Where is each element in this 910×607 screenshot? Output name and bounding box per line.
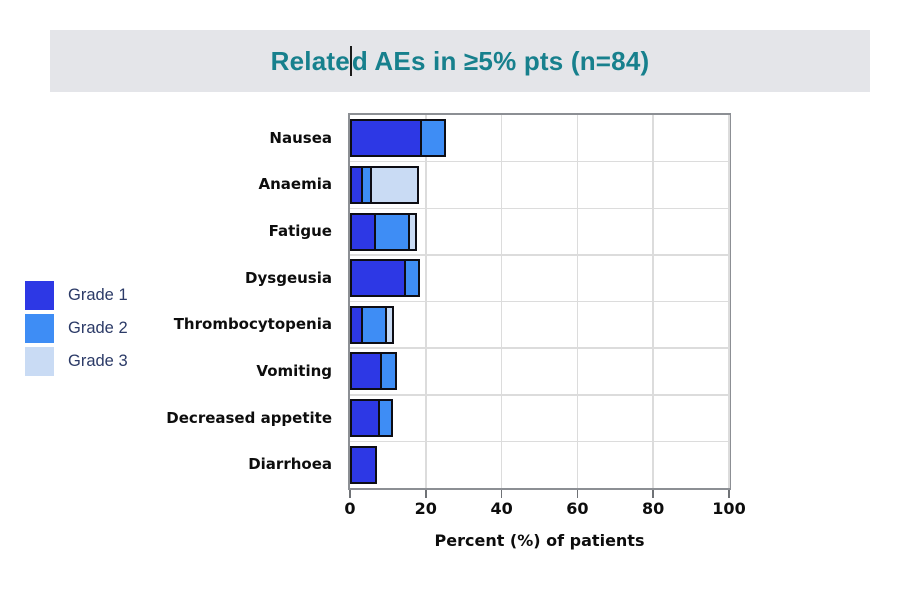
category-label: Vomiting [256, 361, 332, 380]
gridline-horizontal [350, 254, 729, 256]
category-label: Dysgeusia [245, 268, 332, 287]
bar-nausea [350, 119, 447, 158]
bar-segment-grade-2 [360, 305, 388, 344]
bar-segment-grade-2 [377, 399, 393, 438]
legend-swatch [25, 314, 54, 343]
chart-legend[interactable]: Grade 1 Grade 2 Grade 3 [25, 281, 128, 380]
bar-segment-grade-3 [384, 305, 395, 344]
category-label: Anaemia [258, 175, 332, 194]
bar-row-dysgeusia [350, 255, 729, 302]
bar-anaemia [350, 165, 419, 204]
gridline-vertical [728, 115, 730, 488]
gridline-horizontal [350, 347, 729, 349]
slide-title-banner[interactable]: Related AEs in ≥5% pts (n=84) [50, 30, 870, 92]
category-label: Nausea [269, 128, 332, 147]
bar-segment-grade-1 [350, 212, 377, 251]
bar-segment-grade-2 [379, 352, 397, 391]
category-label: Diarrhoea [248, 455, 332, 474]
legend-label: Grade 3 [68, 352, 128, 370]
slide-title-text[interactable]: Related AEs in ≥5% pts (n=84) [270, 45, 650, 77]
category-label: Thrombocytopenia [173, 315, 332, 334]
category-labels: Nausea Anaemia Fatigue Dysgeusia Thrombocyto… [0, 115, 340, 488]
x-tick-mark [349, 490, 351, 498]
bar-segment-grade-2 [374, 212, 411, 251]
chart-plot-area[interactable] [348, 113, 731, 490]
x-tick-mark [728, 490, 730, 498]
bar-row-diarrhoea [350, 441, 729, 488]
bar-vomiting [350, 352, 397, 391]
legend-swatch [25, 281, 54, 310]
bar-segment-grade-1 [350, 352, 383, 391]
bar-segment-grade-2 [419, 119, 447, 158]
bar-row-thrombocytopenia [350, 302, 729, 349]
bar-segment-grade-3 [369, 165, 419, 204]
legend-swatch [25, 347, 54, 376]
x-tick-label: 40 [490, 499, 513, 518]
bar-diarrhoea [350, 445, 377, 484]
x-tick-mark [425, 490, 427, 498]
bar-fatigue [350, 212, 417, 251]
legend-label: Grade 1 [68, 286, 128, 304]
bar-thrombocytopenia [350, 305, 395, 344]
gridline-horizontal [350, 300, 729, 303]
x-tick-label: 20 [414, 499, 437, 518]
bar-row-fatigue [350, 208, 729, 255]
x-axis-title: Percent (%) of patients [434, 531, 645, 550]
gridline-horizontal [350, 440, 729, 443]
category-label: Decreased appetite [166, 408, 332, 427]
x-tick-mark [576, 490, 579, 498]
x-tick-label: 0 [344, 499, 356, 518]
gridline-horizontal [350, 207, 729, 209]
bar-segment-grade-1 [350, 259, 407, 298]
legend-label: Grade 2 [68, 319, 128, 337]
bar-row-vomiting [350, 348, 729, 395]
bar-segment-grade-2 [404, 259, 420, 298]
category-label: Fatigue [268, 222, 332, 241]
bar-dysgeusia [350, 259, 420, 298]
gridline-horizontal [350, 394, 729, 396]
x-tick-mark [500, 490, 503, 498]
text-cursor-caret [349, 45, 352, 76]
gridline-horizontal [350, 160, 729, 163]
bar-row-anaemia [350, 162, 729, 209]
x-tick-label: 100 [712, 499, 746, 518]
title-text-after-caret: d AEs in ≥5% pts (n=84) [351, 45, 650, 76]
bar-segment-grade-1 [350, 119, 422, 158]
title-text-before-caret: Relate [270, 45, 350, 76]
x-tick-label: 60 [566, 499, 589, 518]
legend-item-grade-1: Grade 1 [25, 281, 128, 310]
legend-item-grade-3: Grade 3 [25, 347, 128, 376]
x-tick-mark [652, 490, 654, 498]
bar-row-nausea [350, 115, 729, 162]
bar-decreased-appetite [350, 399, 393, 438]
legend-item-grade-2: Grade 2 [25, 314, 128, 343]
bar-segment-grade-3 [407, 212, 417, 251]
x-tick-label: 80 [642, 499, 665, 518]
bar-row-decreased-appetite [350, 395, 729, 442]
bar-segment-grade-1 [350, 399, 381, 438]
bar-segment-grade-1 [350, 445, 377, 484]
